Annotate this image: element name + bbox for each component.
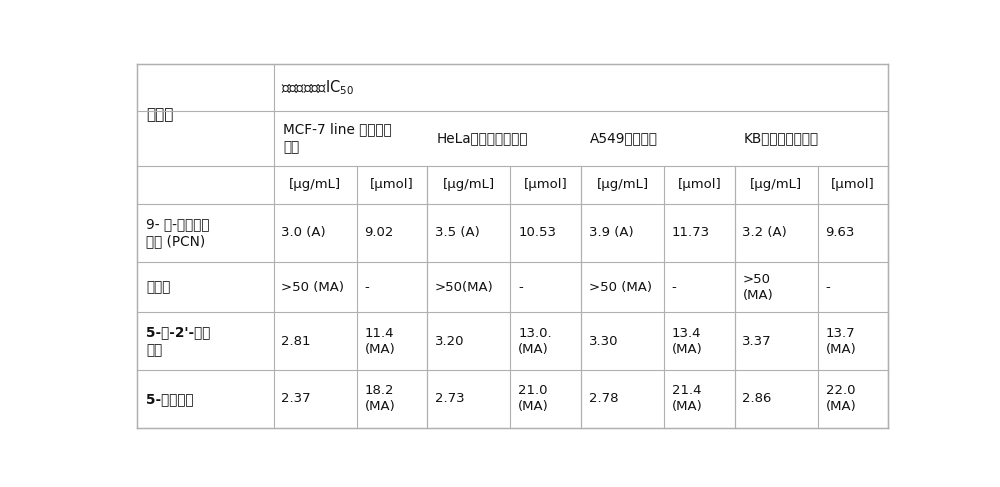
- Text: 3.30: 3.30: [589, 335, 618, 348]
- Text: 2.86: 2.86: [742, 393, 772, 406]
- Text: 3.37: 3.37: [742, 335, 772, 348]
- Text: 3.20: 3.20: [435, 335, 465, 348]
- Text: 2.81: 2.81: [281, 335, 311, 348]
- Text: >50 (MA): >50 (MA): [281, 281, 344, 294]
- Text: 辛可宁: 辛可宁: [146, 280, 170, 294]
- Text: 2.37: 2.37: [281, 393, 311, 406]
- Text: 13.4
(MA): 13.4 (MA): [672, 327, 703, 356]
- Text: 21.4
(MA): 21.4 (MA): [672, 384, 703, 413]
- Text: MCF-7 line 　（乳腺
癌）: MCF-7 line （乳腺 癌）: [283, 123, 392, 154]
- Text: 9.02: 9.02: [365, 226, 394, 239]
- Text: 5-氟-2'-脱氧
尿苷: 5-氟-2'-脱氧 尿苷: [146, 326, 210, 357]
- Text: >50 (MA): >50 (MA): [589, 281, 652, 294]
- Text: -: -: [518, 281, 523, 294]
- Text: >50
(MA): >50 (MA): [742, 273, 773, 301]
- Text: 5-氟尿呀啊: 5-氟尿呀啊: [146, 392, 194, 406]
- Text: 21.0
(MA): 21.0 (MA): [518, 384, 549, 413]
- Text: 13.7
(MA): 13.7 (MA): [826, 327, 856, 356]
- Text: 2.78: 2.78: [589, 393, 618, 406]
- Text: [μmol]: [μmol]: [831, 178, 875, 191]
- Text: -: -: [826, 281, 830, 294]
- Text: [μg/mL]: [μg/mL]: [443, 178, 495, 191]
- Text: 3.5 (A): 3.5 (A): [435, 226, 480, 239]
- Text: -: -: [365, 281, 369, 294]
- Text: 13.0.
(MA): 13.0. (MA): [518, 327, 552, 356]
- Text: 2.73: 2.73: [435, 393, 465, 406]
- Text: [μg/mL]: [μg/mL]: [597, 178, 649, 191]
- Text: [μmol]: [μmol]: [678, 178, 721, 191]
- Text: 细胞毒活性，IC$_{50}$: 细胞毒活性，IC$_{50}$: [281, 78, 355, 97]
- Text: 9- 氧-憂丙基辛
可宁 (PCN): 9- 氧-憂丙基辛 可宁 (PCN): [146, 217, 209, 248]
- Text: 22.0
(MA): 22.0 (MA): [826, 384, 856, 413]
- Text: -: -: [672, 281, 677, 294]
- Text: [μg/mL]: [μg/mL]: [750, 178, 802, 191]
- Text: [μmol]: [μmol]: [524, 178, 568, 191]
- Text: 18.2
(MA): 18.2 (MA): [365, 384, 395, 413]
- Text: KB　　（鼻咍癌）: KB （鼻咍癌）: [744, 131, 819, 145]
- Text: 3.0 (A): 3.0 (A): [281, 226, 326, 239]
- Text: 11.4
(MA): 11.4 (MA): [365, 327, 395, 356]
- Text: 3.9 (A): 3.9 (A): [589, 226, 633, 239]
- Text: 化合物: 化合物: [146, 108, 173, 122]
- Text: 3.2 (A): 3.2 (A): [742, 226, 787, 239]
- Text: 11.73: 11.73: [672, 226, 710, 239]
- Text: [μmol]: [μmol]: [370, 178, 414, 191]
- Text: 9.63: 9.63: [826, 226, 855, 239]
- Text: 10.53: 10.53: [518, 226, 556, 239]
- Text: >50(MA): >50(MA): [435, 281, 494, 294]
- Text: [μg/mL]: [μg/mL]: [289, 178, 341, 191]
- Text: HeLa　　（宫颈癌）: HeLa （宫颈癌）: [437, 131, 528, 145]
- Text: A549（肺癌）: A549（肺癌）: [590, 131, 658, 145]
